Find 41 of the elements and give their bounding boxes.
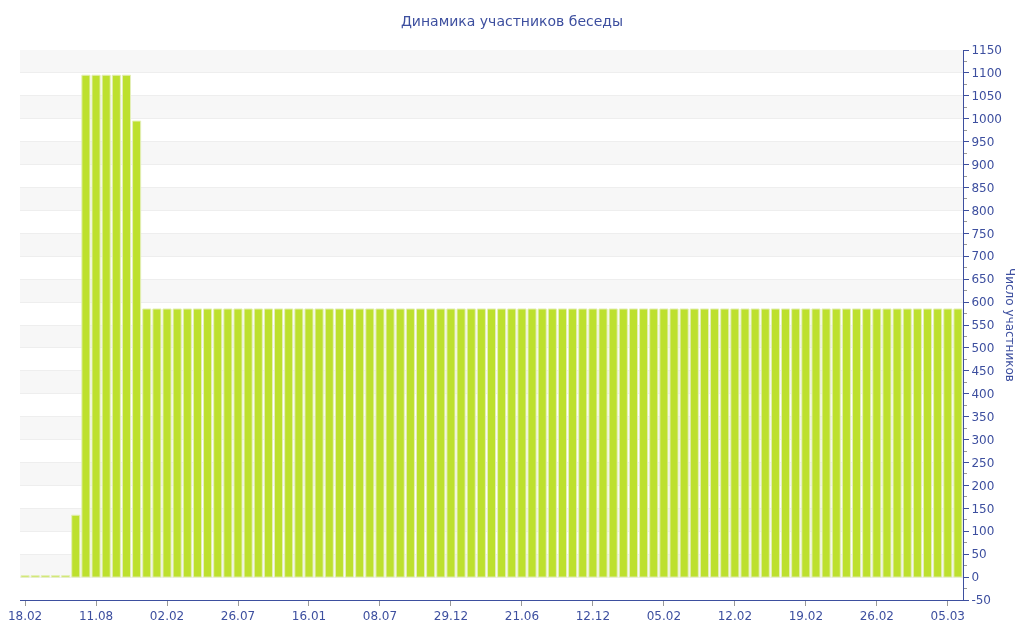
x-tick-label: 26.02 bbox=[859, 609, 894, 624]
y-tick-label: 800 bbox=[971, 203, 995, 218]
y-tick-label: 100 bbox=[971, 524, 995, 539]
y-tick-label: 1000 bbox=[971, 111, 1002, 126]
chart-title: Динамика участников беседы bbox=[400, 12, 624, 29]
x-tick-label: 29.12 bbox=[433, 609, 469, 624]
y-tick-label: 400 bbox=[971, 386, 995, 401]
x-tick-label: 05.03 bbox=[930, 609, 965, 624]
y-tick-label: 1100 bbox=[971, 66, 1002, 81]
y-tick-label: 250 bbox=[971, 455, 995, 470]
y-tick-label: -50 bbox=[971, 593, 992, 608]
x-tick-label: 05.02 bbox=[646, 609, 682, 624]
y-tick-label: 350 bbox=[971, 409, 995, 424]
y-tick-label: 0 bbox=[971, 570, 980, 585]
x-tick-label: 11.08 bbox=[78, 609, 114, 624]
y-tick-label: 50 bbox=[971, 547, 987, 562]
y-tick-label: 900 bbox=[971, 157, 995, 172]
x-tick-label: 16.01 bbox=[291, 609, 327, 624]
x-tick-label: 12.12 bbox=[575, 609, 611, 624]
y-tick-label: 450 bbox=[971, 364, 995, 379]
y-axis-title: Число участников bbox=[1003, 268, 1017, 382]
y-tick-label: 150 bbox=[971, 501, 995, 516]
x-tick-label: 12.02 bbox=[717, 609, 753, 624]
y-tick-label: 750 bbox=[971, 226, 995, 241]
x-tick-label: 26.07 bbox=[220, 609, 256, 624]
y-tick-label: 950 bbox=[971, 134, 995, 149]
y-tick-label: 1150 bbox=[971, 43, 1002, 58]
y-tick-label: 500 bbox=[971, 341, 995, 356]
x-tick-label: 08.07 bbox=[362, 609, 398, 624]
y-tick-label: 700 bbox=[971, 249, 995, 264]
x-tick-label: 19.02 bbox=[788, 609, 824, 624]
x-tick-label: 18.02 bbox=[7, 609, 43, 624]
x-tick-label: 21.06 bbox=[504, 609, 540, 624]
y-tick-label: 1050 bbox=[971, 89, 1002, 104]
y-tick-label: 650 bbox=[971, 272, 995, 287]
y-tick-label: 850 bbox=[971, 180, 995, 195]
y-tick-label: 550 bbox=[971, 318, 995, 333]
y-tick-label: 300 bbox=[971, 432, 995, 447]
y-tick-label: 200 bbox=[971, 478, 995, 493]
y-tick-label: 600 bbox=[971, 295, 995, 310]
x-tick-label: 02.02 bbox=[149, 609, 185, 624]
